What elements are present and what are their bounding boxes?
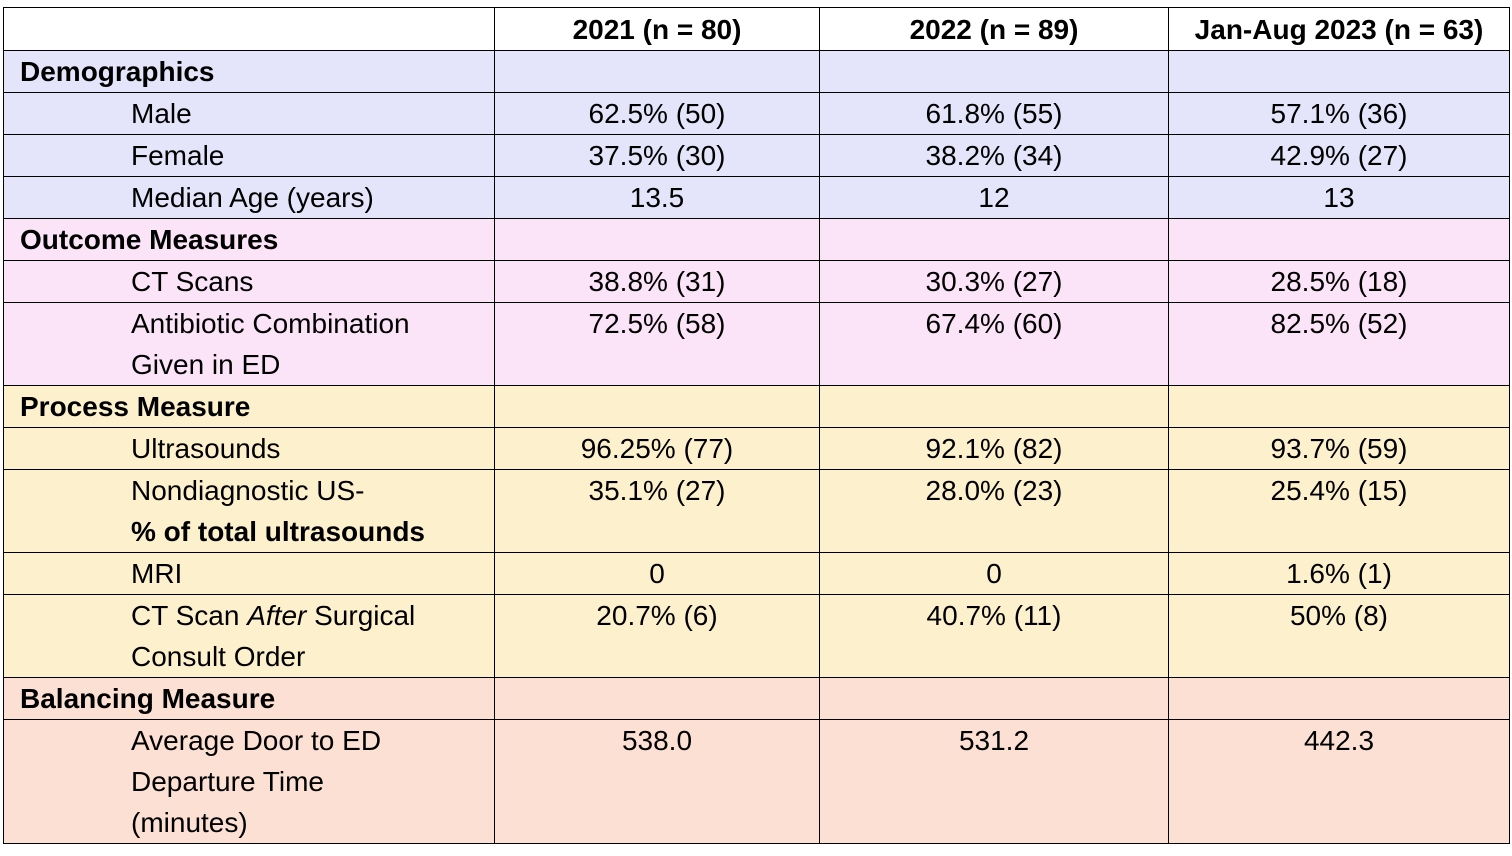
value-2023: 93.7% (59) <box>1168 427 1510 470</box>
value-2023: 50% (8) <box>1168 594 1510 678</box>
value-2021: 0 <box>494 552 820 595</box>
value-2021: 96.25% (77) <box>494 427 820 470</box>
section-title: Outcome Measures <box>3 218 495 261</box>
results-table: 2021 (n = 80) 2022 (n = 89) Jan-Aug 2023… <box>3 7 1510 844</box>
value-2021: 72.5% (58) <box>494 302 820 386</box>
value-2023: 28.5% (18) <box>1168 260 1510 303</box>
table-row: Average Door to ED Departure Time (minut… <box>3 719 1510 844</box>
value-2022: 61.8% (55) <box>819 92 1169 135</box>
table-row: Female 37.5% (30) 38.2% (34) 42.9% (27) <box>3 134 1510 177</box>
header-2023: Jan-Aug 2023 (n = 63) <box>1168 7 1510 51</box>
value-2021: 37.5% (30) <box>494 134 820 177</box>
section-row-balancing: Balancing Measure <box>3 677 1510 720</box>
row-label-line: Antibiotic Combination <box>131 308 410 339</box>
value-2023: 42.9% (27) <box>1168 134 1510 177</box>
table-row: CT Scans 38.8% (31) 30.3% (27) 28.5% (18… <box>3 260 1510 303</box>
value-2021: 538.0 <box>494 719 820 844</box>
label-text: Surgical <box>306 600 416 631</box>
row-label-line: Nondiagnostic US- <box>131 475 365 506</box>
value-2021: 38.8% (31) <box>494 260 820 303</box>
header-2021: 2021 (n = 80) <box>494 7 820 51</box>
row-label-line: Given in ED <box>131 349 281 380</box>
section-row-demographics: Demographics <box>3 50 1510 93</box>
table-row: CT Scan After Surgical Consult Order 20.… <box>3 594 1510 678</box>
row-label: Median Age (years) <box>3 176 495 219</box>
section-title: Process Measure <box>3 385 495 428</box>
header-2022: 2022 (n = 89) <box>819 7 1169 51</box>
value-2023: 13 <box>1168 176 1510 219</box>
value-2022: 531.2 <box>819 719 1169 844</box>
row-label-line: Consult Order <box>131 641 306 672</box>
row-label: CT Scan After Surgical Consult Order <box>3 594 495 678</box>
row-label-line: % of total ultrasounds <box>131 516 425 547</box>
table-row: Ultrasounds 96.25% (77) 92.1% (82) 93.7%… <box>3 427 1510 470</box>
row-label: Female <box>3 134 495 177</box>
value-2022: 92.1% (82) <box>819 427 1169 470</box>
row-label: Average Door to ED Departure Time (minut… <box>3 719 495 844</box>
header-row: 2021 (n = 80) 2022 (n = 89) Jan-Aug 2023… <box>3 7 1510 51</box>
table-row: Nondiagnostic US- % of total ultrasounds… <box>3 469 1510 553</box>
value-2023: 82.5% (52) <box>1168 302 1510 386</box>
row-label: CT Scans <box>3 260 495 303</box>
row-label: Ultrasounds <box>3 427 495 470</box>
row-label-line: Departure Time <box>131 766 324 797</box>
row-label-line: (minutes) <box>131 807 248 838</box>
row-label: Male <box>3 92 495 135</box>
section-row-process: Process Measure <box>3 385 1510 428</box>
row-label-line: Average Door to ED <box>131 725 382 756</box>
row-label: Nondiagnostic US- % of total ultrasounds <box>3 469 495 553</box>
value-2021: 20.7% (6) <box>494 594 820 678</box>
header-blank <box>3 7 495 51</box>
value-2021: 35.1% (27) <box>494 469 820 553</box>
row-label-line: CT Scan After Surgical <box>131 595 488 636</box>
table-row: Median Age (years) 13.5 12 13 <box>3 176 1510 219</box>
value-2021: 62.5% (50) <box>494 92 820 135</box>
value-2022: 28.0% (23) <box>819 469 1169 553</box>
row-label: MRI <box>3 552 495 595</box>
value-2023: 442.3 <box>1168 719 1510 844</box>
value-2022: 12 <box>819 176 1169 219</box>
value-2022: 0 <box>819 552 1169 595</box>
table-row: Male 62.5% (50) 61.8% (55) 57.1% (36) <box>3 92 1510 135</box>
section-row-outcome: Outcome Measures <box>3 218 1510 261</box>
value-2022: 30.3% (27) <box>819 260 1169 303</box>
value-2023: 57.1% (36) <box>1168 92 1510 135</box>
row-label: Antibiotic Combination Given in ED <box>3 302 495 386</box>
value-2023: 1.6% (1) <box>1168 552 1510 595</box>
label-italic-text: After <box>247 600 307 631</box>
value-2022: 40.7% (11) <box>819 594 1169 678</box>
value-2022: 38.2% (34) <box>819 134 1169 177</box>
section-title: Balancing Measure <box>3 677 495 720</box>
table-row: MRI 0 0 1.6% (1) <box>3 552 1510 595</box>
value-2023: 25.4% (15) <box>1168 469 1510 553</box>
label-text: CT Scan <box>131 600 248 631</box>
table-row: Antibiotic Combination Given in ED 72.5%… <box>3 302 1510 386</box>
value-2022: 67.4% (60) <box>819 302 1169 386</box>
value-2021: 13.5 <box>494 176 820 219</box>
section-title: Demographics <box>3 50 495 93</box>
